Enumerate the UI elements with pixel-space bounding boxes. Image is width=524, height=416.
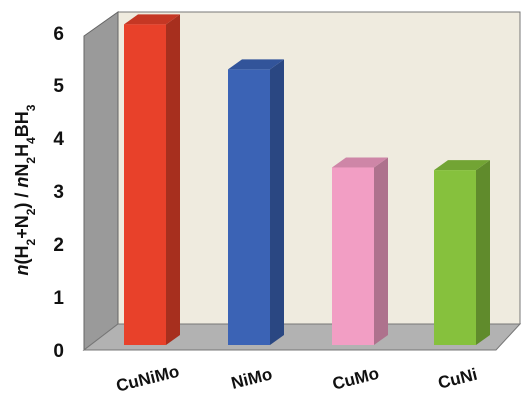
bar-front-face — [434, 170, 476, 345]
y-tick-label: 4 — [53, 129, 64, 150]
x-tick-label: CuMo — [330, 364, 380, 394]
bars-group — [124, 14, 490, 346]
chart-floor — [82, 323, 522, 351]
x-tick-label: NiMo — [229, 364, 274, 392]
y-tick-label: 2 — [53, 235, 64, 256]
bar-top-face — [332, 157, 388, 168]
x-tick-label: CuNi — [436, 365, 479, 393]
bar-front-face — [332, 167, 374, 345]
y-tick-label: 5 — [53, 76, 64, 97]
bar-cumo — [332, 157, 388, 345]
bar-side-face — [374, 157, 388, 345]
chart-side-wall — [83, 11, 119, 352]
bar-cunimo — [124, 14, 180, 345]
y-tick-label: 6 — [53, 24, 64, 45]
bar-side-face — [476, 160, 490, 345]
bar-top-face — [124, 14, 180, 25]
bar-top-face — [228, 59, 284, 70]
y-tick-label: 0 — [53, 341, 64, 362]
bar-front-face — [228, 69, 270, 346]
bar-top-face — [434, 160, 490, 171]
y-tick-label: 3 — [53, 182, 64, 203]
bar-front-face — [124, 24, 166, 345]
y-tick-label: 1 — [53, 288, 64, 309]
y-axis: 0 1 2 3 4 5 6 — [53, 24, 64, 362]
bar-cuni — [434, 160, 490, 345]
x-axis: CuNiMo NiMo CuMo CuNi — [114, 362, 479, 396]
bar-nimo — [228, 59, 284, 346]
bar-side-face — [166, 14, 180, 345]
y-axis-title: n(H2+N2) / nN2H4BH3 — [12, 104, 38, 275]
x-tick-label: CuNiMo — [114, 362, 181, 396]
bar-side-face — [270, 59, 284, 346]
